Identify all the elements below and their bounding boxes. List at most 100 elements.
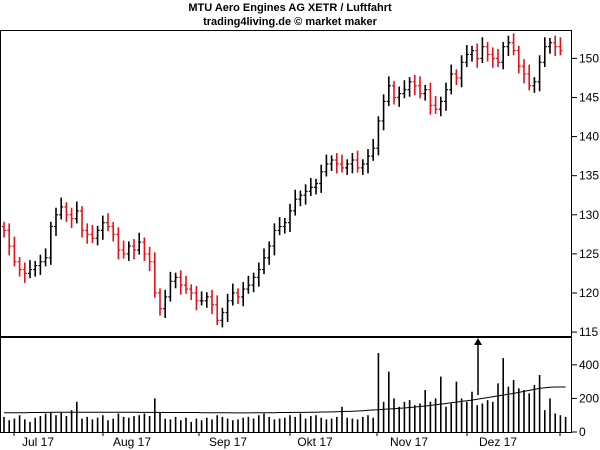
- price-bar: [324, 154, 329, 177]
- price-bar: [225, 293, 230, 322]
- price-bar: [386, 76, 391, 107]
- price-bar: [433, 95, 438, 114]
- price-bar: [215, 295, 220, 326]
- price-tick-label: 140: [579, 130, 599, 144]
- volume-clipped-marker-arrowhead: [474, 338, 482, 345]
- price-bar: [137, 232, 142, 255]
- volume-tick-label: 0: [579, 425, 586, 439]
- price-bar: [496, 48, 500, 67]
- price-bar: [449, 64, 454, 95]
- price-bar: [464, 45, 469, 67]
- price-bar: [158, 288, 162, 316]
- volume-clipped-marker: [474, 338, 482, 395]
- price-bar: [527, 64, 532, 91]
- price-tick-label: 130: [579, 208, 599, 222]
- price-bar: [178, 270, 183, 295]
- price-bar: [2, 221, 6, 238]
- price-bar: [272, 223, 277, 256]
- price-bar: [459, 55, 464, 88]
- price-bar: [230, 283, 235, 306]
- price-bar: [184, 275, 188, 294]
- price-bar: [548, 38, 552, 54]
- volume-tick-label: 200: [579, 391, 599, 405]
- price-bar: [532, 77, 537, 93]
- price-bar: [262, 248, 266, 275]
- price-bar: [38, 254, 43, 275]
- price-bar: [501, 41, 506, 70]
- price-bar: [506, 35, 511, 57]
- time-tick-label: Jul 17: [22, 435, 54, 449]
- price-bar: [303, 184, 308, 205]
- price-bar: [173, 272, 178, 289]
- price-bar: [54, 207, 58, 236]
- time-tick-label: Nov 17: [390, 435, 428, 449]
- price-tick-label: 150: [579, 51, 599, 65]
- price-bar: [256, 262, 261, 287]
- price-bar: [22, 262, 27, 283]
- price-bar: [397, 86, 402, 107]
- price-bar: [558, 37, 563, 56]
- price-bar: [480, 37, 485, 64]
- price-bar: [28, 260, 32, 279]
- price-bar: [48, 221, 53, 265]
- price-bar: [522, 59, 526, 84]
- price-bar: [407, 77, 412, 97]
- price-bar: [95, 225, 100, 246]
- price-bar: [189, 284, 194, 301]
- price-bar: [59, 197, 64, 220]
- price-bar: [293, 189, 298, 216]
- time-tick-label: Dez 17: [479, 435, 517, 449]
- price-bar: [80, 206, 84, 238]
- time-tick-label: Okt 17: [297, 435, 333, 449]
- price-bar: [194, 285, 199, 311]
- price-bar: [85, 223, 90, 244]
- price-bar: [33, 260, 38, 277]
- price-bar: [199, 291, 204, 306]
- price-bar: [444, 82, 448, 111]
- price-bar: [147, 246, 152, 272]
- price-bar: [423, 84, 428, 101]
- price-bar: [516, 45, 521, 74]
- chart-subtitle: trading4living.de © market maker: [203, 16, 377, 28]
- volume-tick-label: 400: [579, 358, 599, 372]
- price-bar: [511, 33, 516, 56]
- price-bar: [64, 202, 69, 222]
- price-tick-label: 145: [579, 90, 599, 104]
- price-bar: [74, 201, 79, 224]
- price-bar: [282, 217, 287, 234]
- price-bar: [7, 223, 12, 256]
- price-bar: [152, 252, 157, 298]
- price-bar: [355, 150, 360, 173]
- price-bar: [418, 76, 422, 99]
- price-bar: [277, 217, 282, 236]
- price-bar: [319, 164, 324, 193]
- volume-axis: 0 200 400: [572, 358, 599, 439]
- price-tick-label: 125: [579, 247, 599, 261]
- price-bar: [132, 239, 136, 260]
- price-bar: [220, 307, 225, 328]
- price-bar: [90, 224, 95, 243]
- price-bar: [298, 190, 303, 207]
- price-bar: [241, 282, 246, 307]
- volume-bars: [3, 353, 567, 432]
- price-bar: [454, 69, 459, 85]
- price-bar: [490, 47, 495, 68]
- price-bar: [428, 82, 433, 115]
- price-bar: [350, 153, 355, 174]
- price-axis: 115 120 125 130 135 140 145 150: [572, 51, 599, 339]
- price-bar: [360, 159, 365, 175]
- price-bar: [308, 178, 313, 197]
- price-bar: [366, 149, 370, 174]
- price-bar: [106, 213, 110, 232]
- price-bars: [2, 33, 563, 328]
- price-bar: [381, 94, 386, 131]
- price-bar: [376, 116, 381, 156]
- price-bar: [288, 203, 292, 232]
- price-bar: [121, 240, 126, 259]
- price-bar: [100, 215, 105, 240]
- price-bar: [17, 257, 22, 277]
- price-bar: [267, 241, 272, 265]
- price-bar: [12, 236, 17, 267]
- time-tick-label: Sep 17: [209, 435, 247, 449]
- price-bar: [371, 138, 376, 161]
